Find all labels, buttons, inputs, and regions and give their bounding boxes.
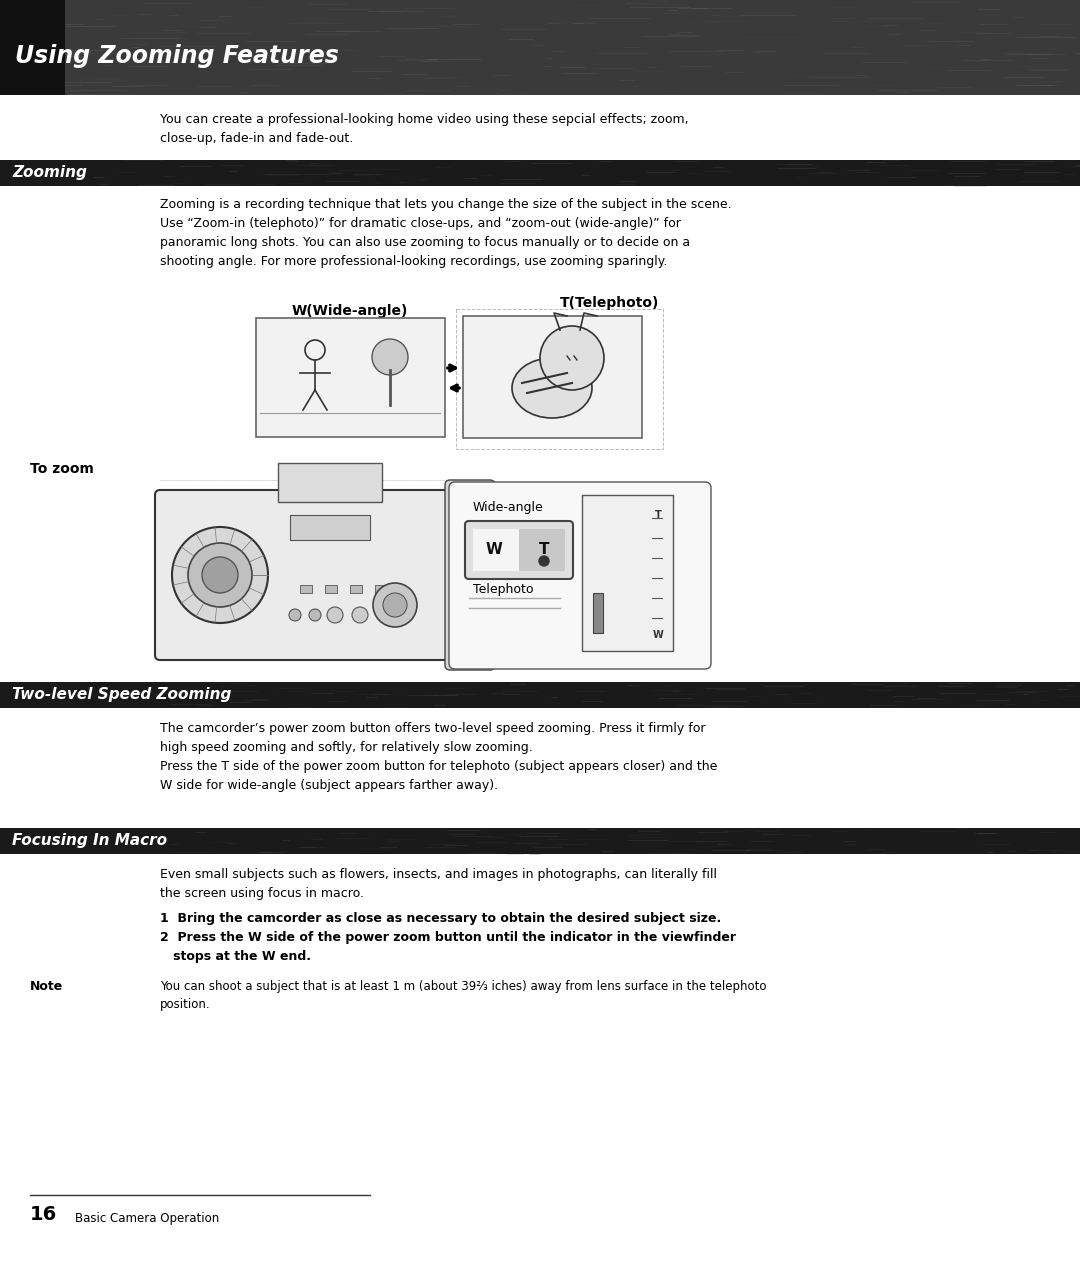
Text: W(Wide-angle): W(Wide-angle)	[292, 304, 408, 318]
FancyBboxPatch shape	[582, 495, 673, 651]
Text: Zooming is a recording technique that lets you change the size of the subject in: Zooming is a recording technique that le…	[160, 199, 731, 268]
Bar	[593, 593, 603, 632]
Circle shape	[202, 557, 238, 593]
Circle shape	[289, 608, 301, 621]
Bar	[300, 584, 312, 593]
FancyBboxPatch shape	[445, 479, 495, 670]
Bar	[375, 584, 387, 593]
FancyBboxPatch shape	[465, 521, 573, 579]
Bar	[0, 682, 1080, 708]
Ellipse shape	[512, 358, 592, 417]
Circle shape	[372, 339, 408, 374]
Bar	[0, 0, 1080, 95]
Text: Focusing In Macro: Focusing In Macro	[12, 834, 167, 849]
Text: Basic Camera Operation: Basic Camera Operation	[75, 1212, 219, 1225]
Circle shape	[188, 543, 252, 607]
Text: W: W	[486, 543, 502, 558]
Text: 16: 16	[30, 1206, 57, 1225]
Bar	[291, 515, 370, 540]
Text: Using Zooming Features: Using Zooming Features	[15, 44, 339, 68]
Text: Telephoto: Telephoto	[473, 583, 534, 596]
FancyBboxPatch shape	[278, 463, 382, 502]
Bar	[325, 584, 337, 593]
Text: Even small subjects such as flowers, insects, and images in photographs, can lit: Even small subjects such as flowers, ins…	[160, 868, 717, 899]
Text: T: T	[539, 543, 550, 558]
FancyBboxPatch shape	[256, 318, 445, 436]
FancyBboxPatch shape	[449, 482, 711, 669]
Text: Zooming: Zooming	[12, 166, 86, 181]
Text: T: T	[654, 510, 661, 520]
Circle shape	[352, 607, 368, 622]
Text: Note: Note	[30, 980, 64, 993]
Circle shape	[309, 608, 321, 621]
Text: W: W	[652, 630, 663, 640]
Text: You can create a professional-looking home video using these sepcial effects; zo: You can create a professional-looking ho…	[160, 113, 689, 145]
Circle shape	[373, 583, 417, 627]
Text: The camcorder’s power zoom button offers two-level speed zooming. Press it firml: The camcorder’s power zoom button offers…	[160, 722, 717, 792]
Circle shape	[327, 607, 343, 622]
Bar	[0, 0, 65, 95]
Circle shape	[172, 528, 268, 622]
Text: You can shoot a subject that is at least 1 m (about 39⅔ iches) away from lens su: You can shoot a subject that is at least…	[160, 980, 767, 1011]
FancyBboxPatch shape	[156, 490, 460, 660]
Text: To zoom: To zoom	[30, 462, 94, 476]
Bar	[350, 584, 362, 593]
Text: Wide-angle: Wide-angle	[473, 501, 543, 514]
Text: 1  Bring the camcorder as close as necessary to obtain the desired subject size.: 1 Bring the camcorder as close as necess…	[160, 912, 735, 963]
Circle shape	[540, 326, 604, 390]
Circle shape	[539, 557, 549, 565]
Bar	[519, 529, 565, 571]
Bar	[0, 829, 1080, 854]
Bar	[0, 159, 1080, 186]
Text: T(Telephoto): T(Telephoto)	[561, 296, 660, 310]
Text: Two-level Speed Zooming: Two-level Speed Zooming	[12, 687, 231, 702]
FancyBboxPatch shape	[463, 316, 642, 438]
Bar	[473, 529, 519, 571]
Circle shape	[383, 593, 407, 617]
